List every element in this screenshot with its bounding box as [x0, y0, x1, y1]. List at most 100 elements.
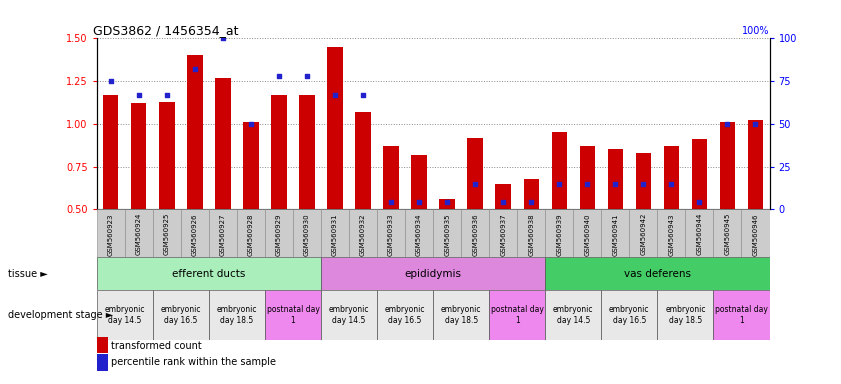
Text: GSM560926: GSM560926 [192, 213, 198, 256]
Point [160, 92, 173, 98]
Bar [405, 209, 433, 257]
Text: embryonic
day 14.5: embryonic day 14.5 [553, 305, 594, 324]
Text: GSM560932: GSM560932 [360, 213, 366, 256]
Point [104, 78, 118, 84]
Bar [97, 257, 321, 290]
Text: GSM560938: GSM560938 [528, 213, 534, 256]
Text: GSM560933: GSM560933 [388, 213, 394, 256]
Point [721, 121, 734, 127]
Text: embryonic
day 18.5: embryonic day 18.5 [441, 305, 481, 324]
Text: GSM560934: GSM560934 [416, 213, 422, 256]
Text: GSM560936: GSM560936 [472, 213, 479, 256]
Bar [433, 290, 489, 340]
Text: GSM560925: GSM560925 [164, 213, 170, 255]
Bar [748, 121, 763, 209]
Bar [658, 209, 685, 257]
Text: GSM560942: GSM560942 [640, 213, 647, 255]
Text: GSM560940: GSM560940 [584, 213, 590, 256]
Bar [713, 290, 770, 340]
Text: vas deferens: vas deferens [624, 268, 691, 279]
Bar [713, 209, 742, 257]
Bar [349, 209, 377, 257]
Bar [468, 137, 483, 209]
Point [244, 121, 257, 127]
Bar [685, 209, 713, 257]
Text: GSM560928: GSM560928 [248, 213, 254, 256]
Point [357, 92, 370, 98]
Bar [237, 209, 265, 257]
Text: GSM560927: GSM560927 [220, 213, 226, 256]
Text: GSM560924: GSM560924 [135, 213, 142, 255]
Point [468, 180, 482, 187]
Text: 100%: 100% [742, 26, 770, 36]
Point [496, 199, 510, 205]
Text: epididymis: epididymis [405, 268, 462, 279]
Bar [97, 290, 153, 340]
Text: percentile rank within the sample: percentile rank within the sample [111, 358, 276, 367]
Point [412, 199, 426, 205]
Bar [461, 209, 489, 257]
Text: GSM560944: GSM560944 [696, 213, 702, 255]
Bar [629, 209, 658, 257]
Text: GSM560945: GSM560945 [724, 213, 731, 255]
Point [188, 66, 202, 72]
Point [580, 180, 594, 187]
Bar [299, 95, 315, 209]
Text: GSM560930: GSM560930 [304, 213, 310, 256]
Bar [103, 95, 119, 209]
Bar [658, 290, 713, 340]
Text: postnatal day
1: postnatal day 1 [715, 305, 768, 324]
Bar [271, 95, 287, 209]
Text: embryonic
day 18.5: embryonic day 18.5 [665, 305, 706, 324]
Bar [377, 290, 433, 340]
Point [525, 199, 538, 205]
Bar [433, 209, 461, 257]
Text: GDS3862 / 1456354_at: GDS3862 / 1456354_at [93, 24, 239, 37]
Bar [691, 139, 707, 209]
Text: postnatal day
1: postnatal day 1 [267, 305, 320, 324]
Text: development stage ►: development stage ► [8, 310, 114, 320]
Bar [545, 290, 601, 340]
Text: embryonic
day 14.5: embryonic day 14.5 [329, 305, 369, 324]
Bar [209, 209, 237, 257]
Bar [383, 146, 399, 209]
Bar [355, 112, 371, 209]
Point [272, 73, 286, 79]
Point [553, 180, 566, 187]
Text: efferent ducts: efferent ducts [172, 268, 246, 279]
Text: GSM560946: GSM560946 [753, 213, 759, 256]
Bar [545, 257, 770, 290]
Point [132, 92, 145, 98]
Text: embryonic
day 14.5: embryonic day 14.5 [104, 305, 145, 324]
Bar [489, 209, 517, 257]
Point [693, 199, 706, 205]
Text: postnatal day
1: postnatal day 1 [491, 305, 543, 324]
Point [328, 92, 341, 98]
Bar [243, 122, 258, 209]
Bar [377, 209, 405, 257]
Bar [265, 290, 321, 340]
Text: GSM560939: GSM560939 [556, 213, 563, 256]
Bar [321, 290, 377, 340]
Text: GSM560929: GSM560929 [276, 213, 282, 256]
Bar [601, 209, 629, 257]
Bar [153, 209, 181, 257]
Bar [523, 179, 539, 209]
Bar [209, 290, 265, 340]
Bar [579, 146, 595, 209]
Point [609, 180, 622, 187]
Bar [187, 56, 203, 209]
Text: embryonic
day 16.5: embryonic day 16.5 [385, 305, 426, 324]
Text: tissue ►: tissue ► [8, 269, 48, 279]
Point [748, 121, 762, 127]
Bar [265, 209, 293, 257]
Bar [742, 209, 770, 257]
Point [664, 180, 678, 187]
Point [384, 199, 398, 205]
Point [300, 73, 314, 79]
Text: GSM560931: GSM560931 [332, 213, 338, 256]
Bar [327, 47, 342, 209]
Text: GSM560937: GSM560937 [500, 213, 506, 256]
Bar [517, 209, 545, 257]
Bar [601, 290, 658, 340]
